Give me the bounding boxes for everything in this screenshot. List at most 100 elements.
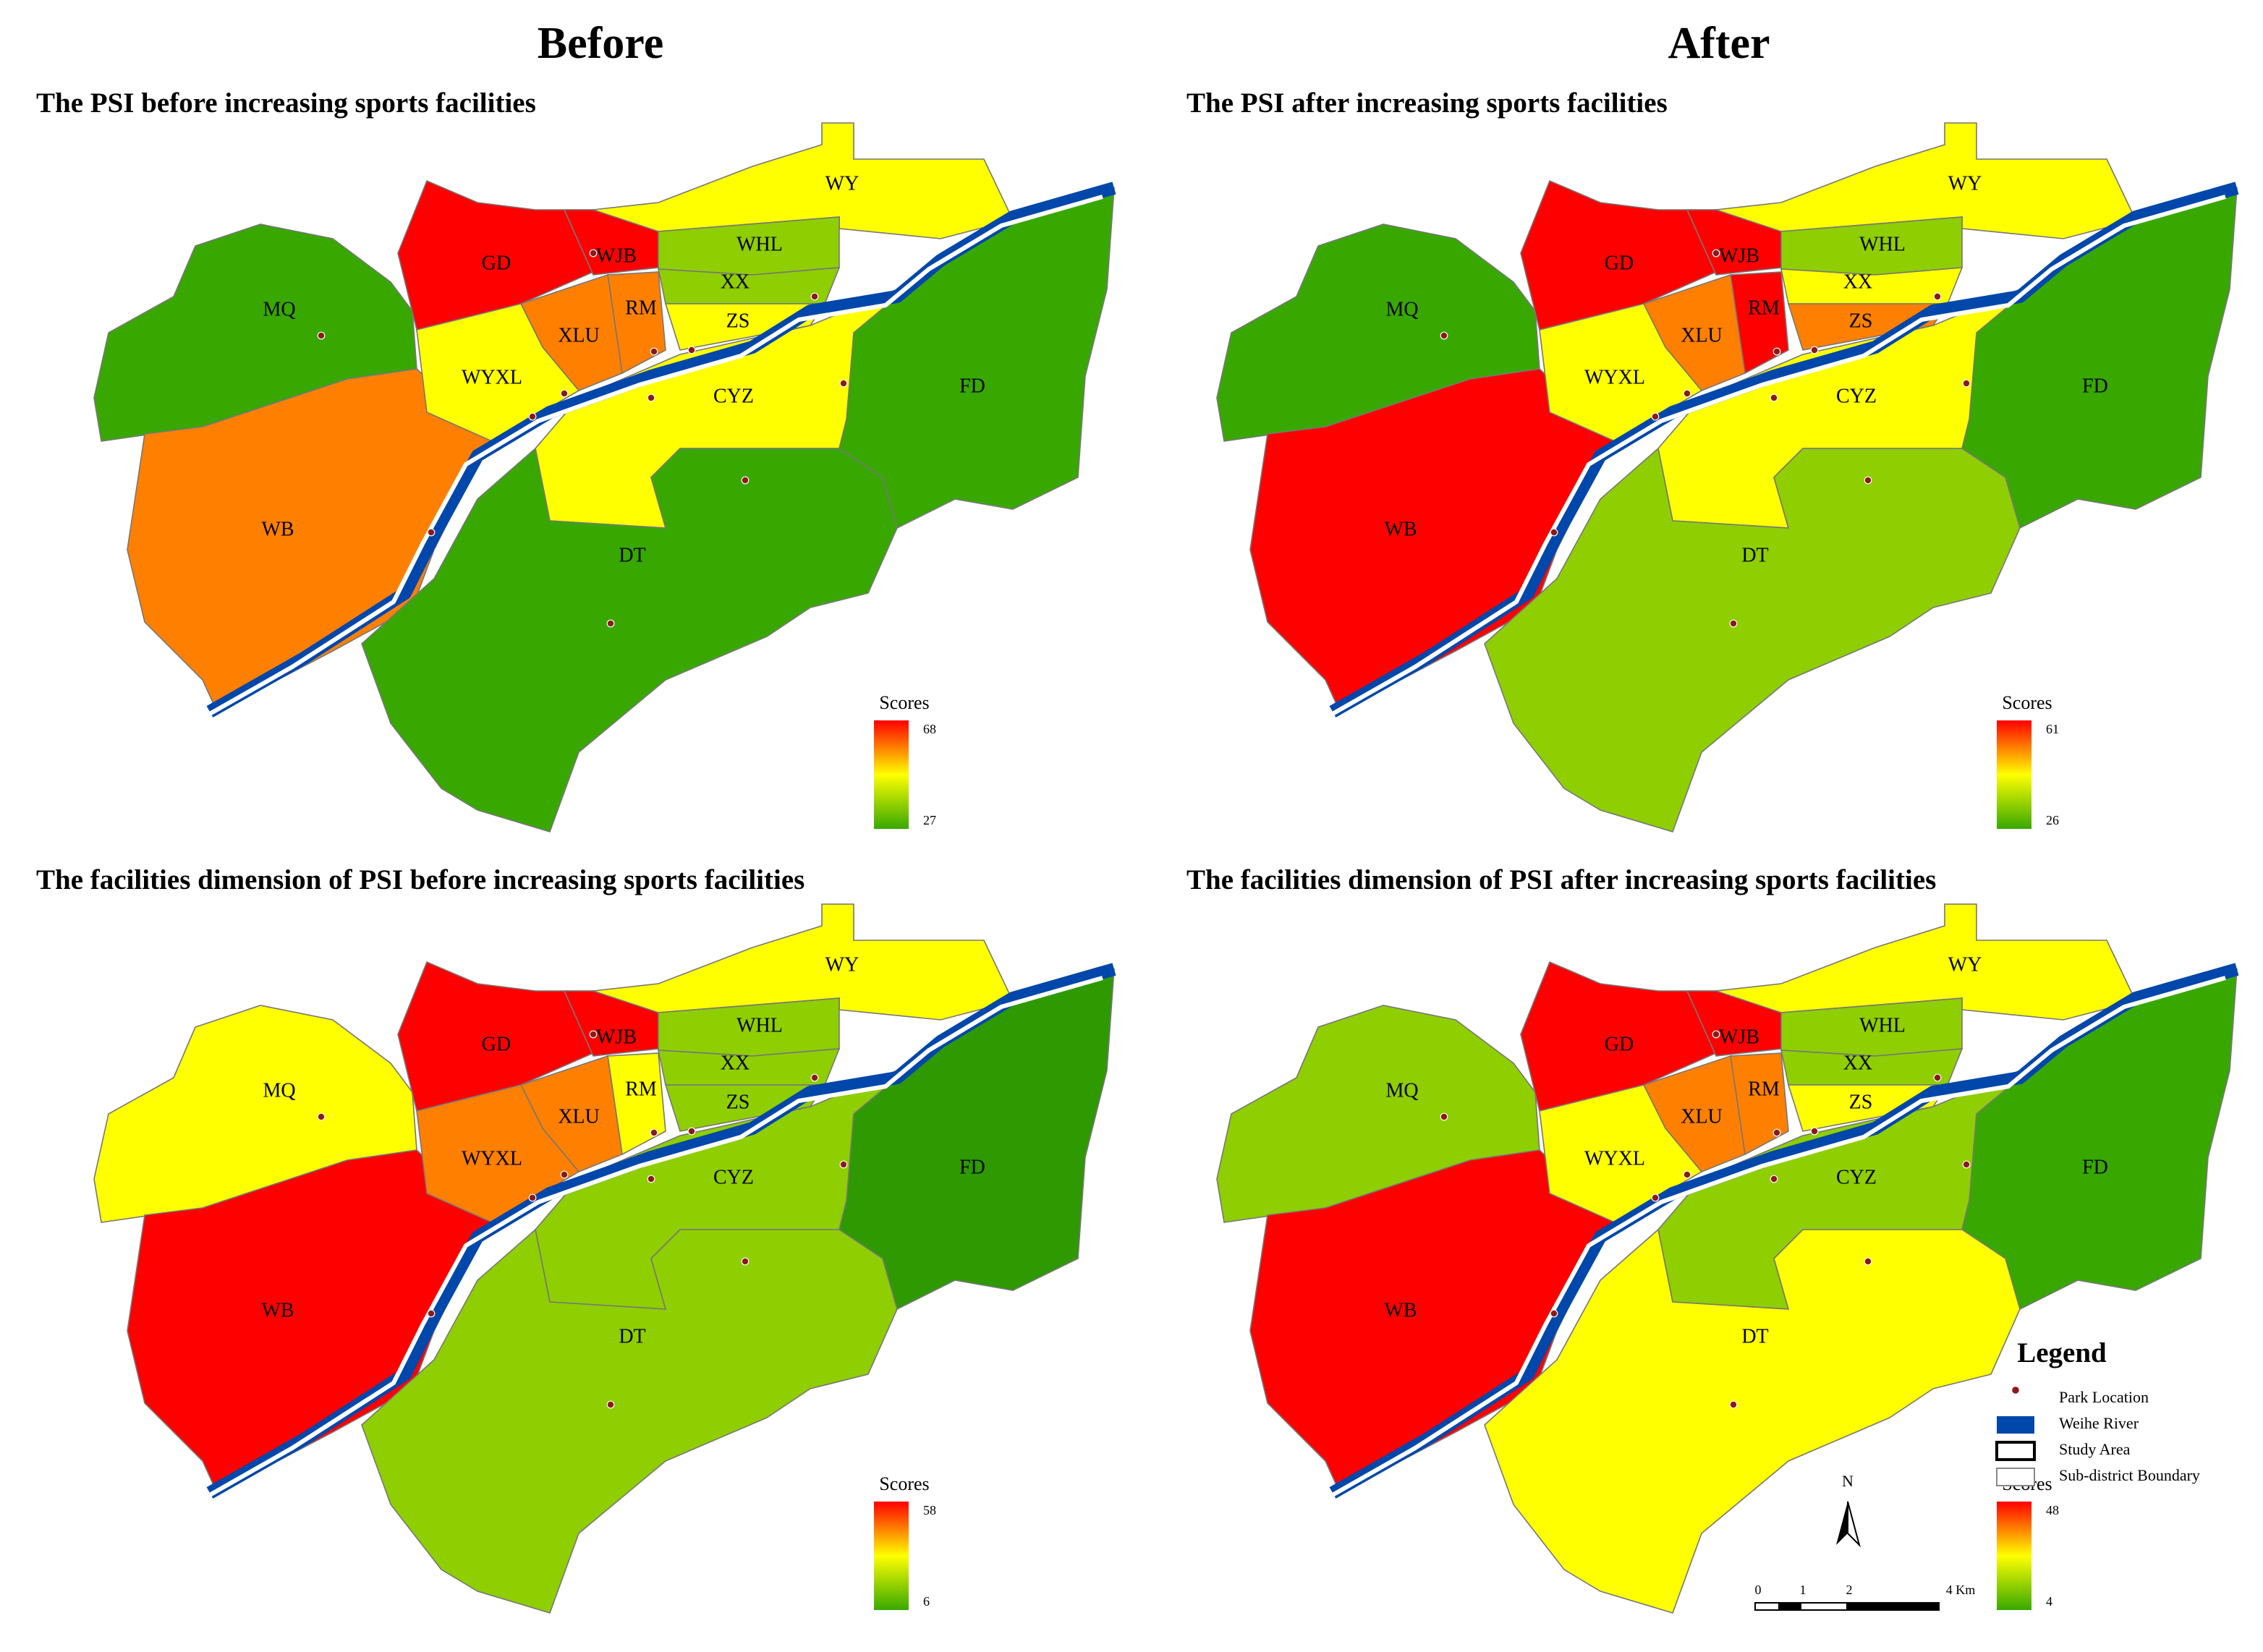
district-label: WHL: [1859, 233, 1906, 255]
north-arrow: [1836, 1502, 1848, 1545]
park: [427, 528, 436, 537]
district-label: XX: [721, 1052, 750, 1074]
district-label: WB: [1384, 518, 1417, 540]
park: [839, 379, 848, 388]
district: [127, 1149, 493, 1494]
district-label: WJB: [1719, 244, 1759, 267]
district-label: ZS: [1849, 310, 1873, 332]
district-label: CYZ: [1836, 1166, 1877, 1188]
scores-min: 26: [2046, 813, 2059, 827]
district: [1780, 1048, 1963, 1086]
district-label: WY: [1948, 172, 1982, 195]
scores-max: 48: [2046, 1503, 2059, 1517]
park: [1770, 393, 1778, 402]
river-bank: [197, 195, 1103, 723]
park: [1729, 1400, 1738, 1409]
park: [1651, 412, 1660, 421]
north-arrow: [1847, 1501, 1861, 1548]
park: [647, 1175, 655, 1183]
panel-title: The facilities dimension of PSI before i…: [36, 864, 804, 895]
district-label: WYXL: [462, 1147, 522, 1170]
panel-title: The facilities dimension of PSI after in…: [1186, 864, 1936, 895]
district: [416, 303, 580, 442]
park: [650, 1128, 658, 1137]
park: [650, 347, 658, 356]
park: [741, 1257, 750, 1266]
park: [1683, 389, 1691, 398]
park: [1550, 528, 1558, 537]
district-label: WHL: [736, 233, 783, 255]
district-label: RM: [1748, 1078, 1780, 1100]
district-label: DT: [1741, 1325, 1768, 1347]
park: [810, 1073, 819, 1082]
park: [1772, 347, 1781, 356]
district-label: MQ: [263, 298, 295, 320]
scores-min: 6: [923, 1594, 930, 1609]
park: [741, 476, 750, 485]
park: [1962, 379, 1971, 388]
park: [1933, 292, 1942, 301]
scale-label: 2: [1846, 1583, 1853, 1597]
park: [1864, 476, 1872, 485]
park: [1683, 1170, 1691, 1179]
park: [1933, 1073, 1942, 1082]
park: [1729, 619, 1738, 628]
district-label: ZS: [726, 1091, 750, 1113]
park: [606, 619, 615, 628]
district-label: MQ: [1385, 1079, 1418, 1102]
park: [687, 1127, 696, 1136]
district-label: MQ: [263, 1079, 295, 1102]
park: [589, 1030, 598, 1039]
district-label: WB: [261, 1299, 294, 1321]
district-label: WY: [825, 953, 859, 976]
district-label: XX: [1843, 1052, 1872, 1074]
park: [1810, 346, 1819, 354]
scale-label: 0: [1755, 1583, 1762, 1597]
district-label: WYXL: [462, 366, 522, 388]
district-label: FD: [2082, 1156, 2108, 1178]
scores-min: 27: [923, 813, 936, 827]
park: [528, 412, 537, 421]
district-label: GD: [482, 252, 511, 274]
scale-label: 4 Km: [1946, 1583, 1976, 1597]
park: [427, 1309, 436, 1318]
legend-item: Study Area: [2059, 1440, 2131, 1458]
district-label: CYZ: [1836, 385, 1877, 407]
park: [560, 1170, 569, 1179]
district-label: XLU: [1681, 1105, 1723, 1128]
park: [1772, 1128, 1781, 1137]
district-label: ZS: [726, 310, 750, 332]
district: [1484, 447, 2021, 833]
district: [361, 1228, 898, 1614]
legend-icon: [1997, 1416, 2034, 1434]
district-label: WYXL: [1584, 366, 1645, 388]
district-label: FD: [959, 375, 985, 397]
scores-min: 4: [2046, 1594, 2052, 1609]
scores-max: 68: [923, 722, 936, 736]
district-label: XX: [1843, 271, 1872, 293]
district-label: FD: [959, 1156, 985, 1178]
district-label: CYZ: [713, 1166, 754, 1188]
park: [1440, 1112, 1448, 1121]
district-label: XX: [721, 271, 750, 293]
district-label: RM: [625, 297, 657, 319]
park: [1712, 249, 1720, 257]
scores-label: Scores: [879, 692, 929, 713]
district-label: XLU: [1681, 324, 1723, 346]
district: [416, 1084, 580, 1223]
park: [1712, 1030, 1720, 1039]
river-bank: [197, 976, 1103, 1504]
park: [1440, 331, 1448, 340]
column-header: After: [1668, 19, 1770, 68]
legend-item: Weihe River: [2059, 1414, 2139, 1432]
district-label: DT: [619, 544, 645, 566]
scale-label: 1: [1800, 1583, 1806, 1597]
panel-title: The PSI before increasing sports facilit…: [36, 88, 536, 119]
district-label: WJB: [1719, 1026, 1759, 1048]
scale-bar-fill: [1846, 1603, 1939, 1610]
district-label: DT: [619, 1325, 645, 1347]
map-panel: MQWBGDWJBWYWHLXXZSRMXLUWYXLCYZFDDTScores…: [1216, 903, 2239, 1614]
scores-max: 58: [923, 1503, 936, 1517]
district-label: FD: [2082, 375, 2108, 397]
